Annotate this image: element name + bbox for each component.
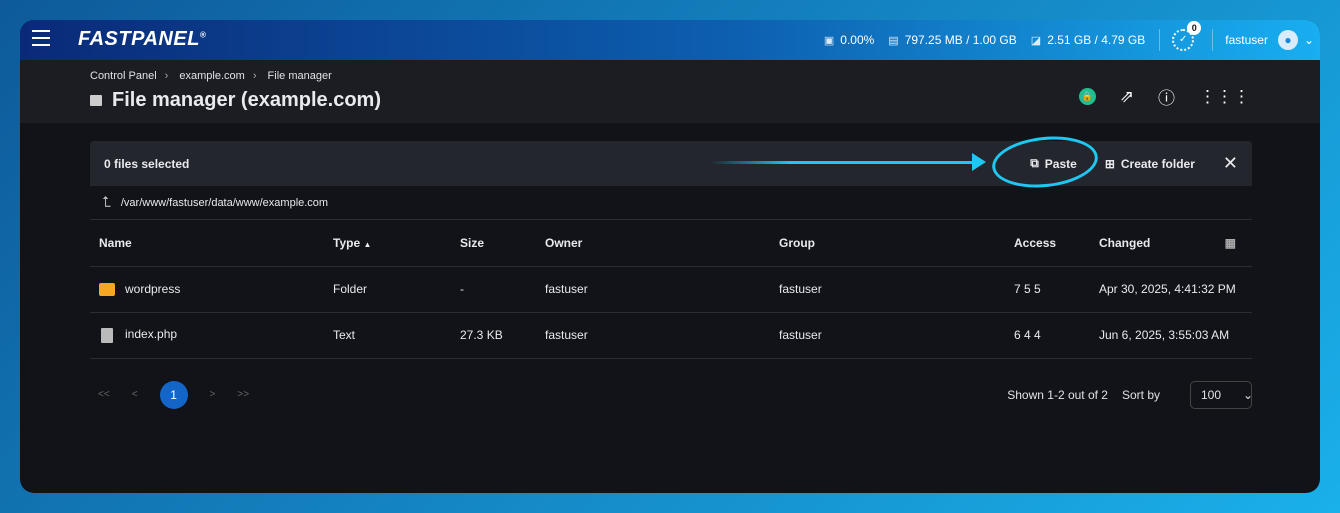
page-1-button[interactable]: 1	[159, 380, 188, 409]
pagination: << < 1 > >> Shown 1-2 out of 2 Sort by 1…	[90, 359, 1254, 431]
app-window: FASTPANEL® ▣ 0.00% ▤ 797.25 MB / 1.00 GB ◪…	[20, 20, 1320, 493]
current-path: ⮤ /var/www/fastuser/data/www/example.com	[90, 186, 1252, 220]
file-owner: fastuser	[536, 266, 770, 313]
close-button[interactable]: ✕	[1222, 153, 1238, 173]
selection-count: 0 files selected	[104, 156, 190, 171]
menu-icon[interactable]	[32, 30, 50, 46]
tasks-icon[interactable]: ✓ 0	[1172, 21, 1202, 51]
paste-icon: ⧉	[1030, 156, 1039, 170]
annotation-arrow	[710, 153, 986, 171]
file-type: Folder	[324, 266, 451, 313]
next-page-button[interactable]: >	[209, 389, 216, 400]
column-type[interactable]: Type ▲	[324, 220, 451, 267]
cpu-value: 0.00%	[840, 33, 875, 47]
column-type-label: Type	[333, 235, 361, 250]
table-row[interactable]: index.php Text 27.3 KB fastuser fastuser…	[90, 312, 1252, 359]
logo-text: FASTPANEL	[78, 28, 200, 50]
memory-stat: ▤ 797.25 MB / 1.00 GB	[888, 33, 1016, 47]
memory-icon: ▤	[888, 34, 899, 47]
file-name[interactable]: wordpress	[125, 281, 181, 296]
disk-icon: ◪	[1030, 34, 1042, 47]
tasks-count: 0	[1187, 21, 1202, 35]
breadcrumb: Control Panel › example.com › File manager	[90, 70, 332, 82]
cpu-icon: ▣	[823, 34, 835, 47]
open-external-icon[interactable]: ⇗	[1119, 86, 1134, 106]
disk-value: 2.51 GB / 4.79 GB	[1047, 33, 1146, 47]
breadcrumb-current: File manager	[267, 70, 332, 82]
file-icon	[101, 327, 113, 343]
file-size: 27.3 KB	[451, 312, 536, 359]
sort-label: Sort by	[1121, 387, 1160, 402]
paste-label: Paste	[1044, 156, 1077, 171]
folder-icon	[99, 283, 115, 297]
avatar[interactable]: ●	[1277, 30, 1298, 50]
image-icon	[90, 95, 102, 106]
file-type: Text	[324, 312, 451, 359]
memory-value: 797.25 MB / 1.00 GB	[904, 33, 1017, 47]
first-page-button[interactable]: <<	[98, 389, 110, 400]
file-table: Name Type ▲ Size Owner Group Access Chan…	[90, 220, 1252, 359]
file-name[interactable]: index.php	[125, 327, 178, 342]
top-bar: FASTPANEL® ▣ 0.00% ▤ 797.25 MB / 1.00 GB ◪…	[20, 20, 1320, 60]
disk-stat: ◪ 2.51 GB / 4.79 GB	[1031, 33, 1145, 47]
column-access[interactable]: Access	[1005, 220, 1090, 267]
path-text: /var/www/fastuser/data/www/example.com	[120, 196, 329, 209]
apps-grid-icon[interactable]: ⋮⋮⋮	[1199, 86, 1250, 106]
table-row[interactable]: wordpress Folder - fastuser fastuser 7 5…	[90, 266, 1252, 313]
file-group: fastuser	[770, 312, 1005, 359]
file-owner: fastuser	[536, 312, 770, 359]
sort-value: 100	[1201, 387, 1222, 402]
divider	[1212, 29, 1214, 51]
annotation-circle	[989, 131, 1101, 193]
divider	[1159, 29, 1161, 51]
logo[interactable]: FASTPANEL®	[78, 28, 207, 50]
columns-settings-icon[interactable]: ▦	[1224, 235, 1236, 250]
file-toolbar: 0 files selected ⧉ Paste ⊞ Create folder ✕	[90, 131, 1252, 193]
create-folder-icon: ⊞	[1104, 156, 1115, 171]
chevron-down-icon[interactable]: ⌄	[1303, 33, 1314, 47]
column-group[interactable]: Group	[770, 220, 1005, 267]
chevron-down-icon: ⌄	[1243, 387, 1254, 402]
file-access: 6 4 4	[1005, 312, 1090, 359]
column-changed[interactable]: Changed ▦	[1090, 220, 1252, 267]
up-directory-icon[interactable]: ⮤	[102, 194, 111, 211]
shown-count: Shown 1-2 out of 2	[1007, 387, 1108, 402]
file-changed: Jun 6, 2025, 3:55:03 AM	[1090, 312, 1252, 359]
breadcrumb-control-panel[interactable]: Control Panel	[90, 70, 157, 82]
page-header: Control Panel › example.com › File manager…	[20, 60, 1320, 123]
cpu-stat: ▣ 0.00%	[824, 33, 874, 47]
create-folder-button[interactable]: ⊞ Create folder	[1105, 157, 1195, 171]
breadcrumb-site[interactable]: example.com	[179, 70, 245, 82]
file-access: 7 5 5	[1005, 266, 1090, 313]
sort-asc-icon: ▲	[363, 239, 372, 249]
create-folder-label: Create folder	[1120, 156, 1195, 171]
column-size[interactable]: Size	[451, 220, 536, 267]
info-icon[interactable]: ⓘ	[1158, 89, 1175, 108]
last-page-button[interactable]: >>	[237, 389, 250, 400]
paste-button[interactable]: ⧉ Paste	[1030, 156, 1077, 171]
column-changed-label: Changed	[1099, 235, 1151, 250]
prev-page-button[interactable]: <	[131, 389, 138, 400]
file-group: fastuser	[770, 266, 1005, 313]
username[interactable]: fastuser	[1225, 33, 1268, 47]
file-size: -	[451, 266, 536, 313]
column-owner[interactable]: Owner	[536, 220, 770, 267]
file-manager-card: 0 files selected ⧉ Paste ⊞ Create folder ✕…	[90, 131, 1254, 431]
file-changed: Apr 30, 2025, 4:41:32 PM	[1090, 266, 1252, 313]
column-name[interactable]: Name	[90, 220, 324, 267]
sort-select[interactable]: 100 ⌄	[1190, 380, 1254, 409]
lock-icon[interactable]: 🔒	[1078, 88, 1096, 105]
page-title: File manager (example.com)	[112, 89, 381, 111]
